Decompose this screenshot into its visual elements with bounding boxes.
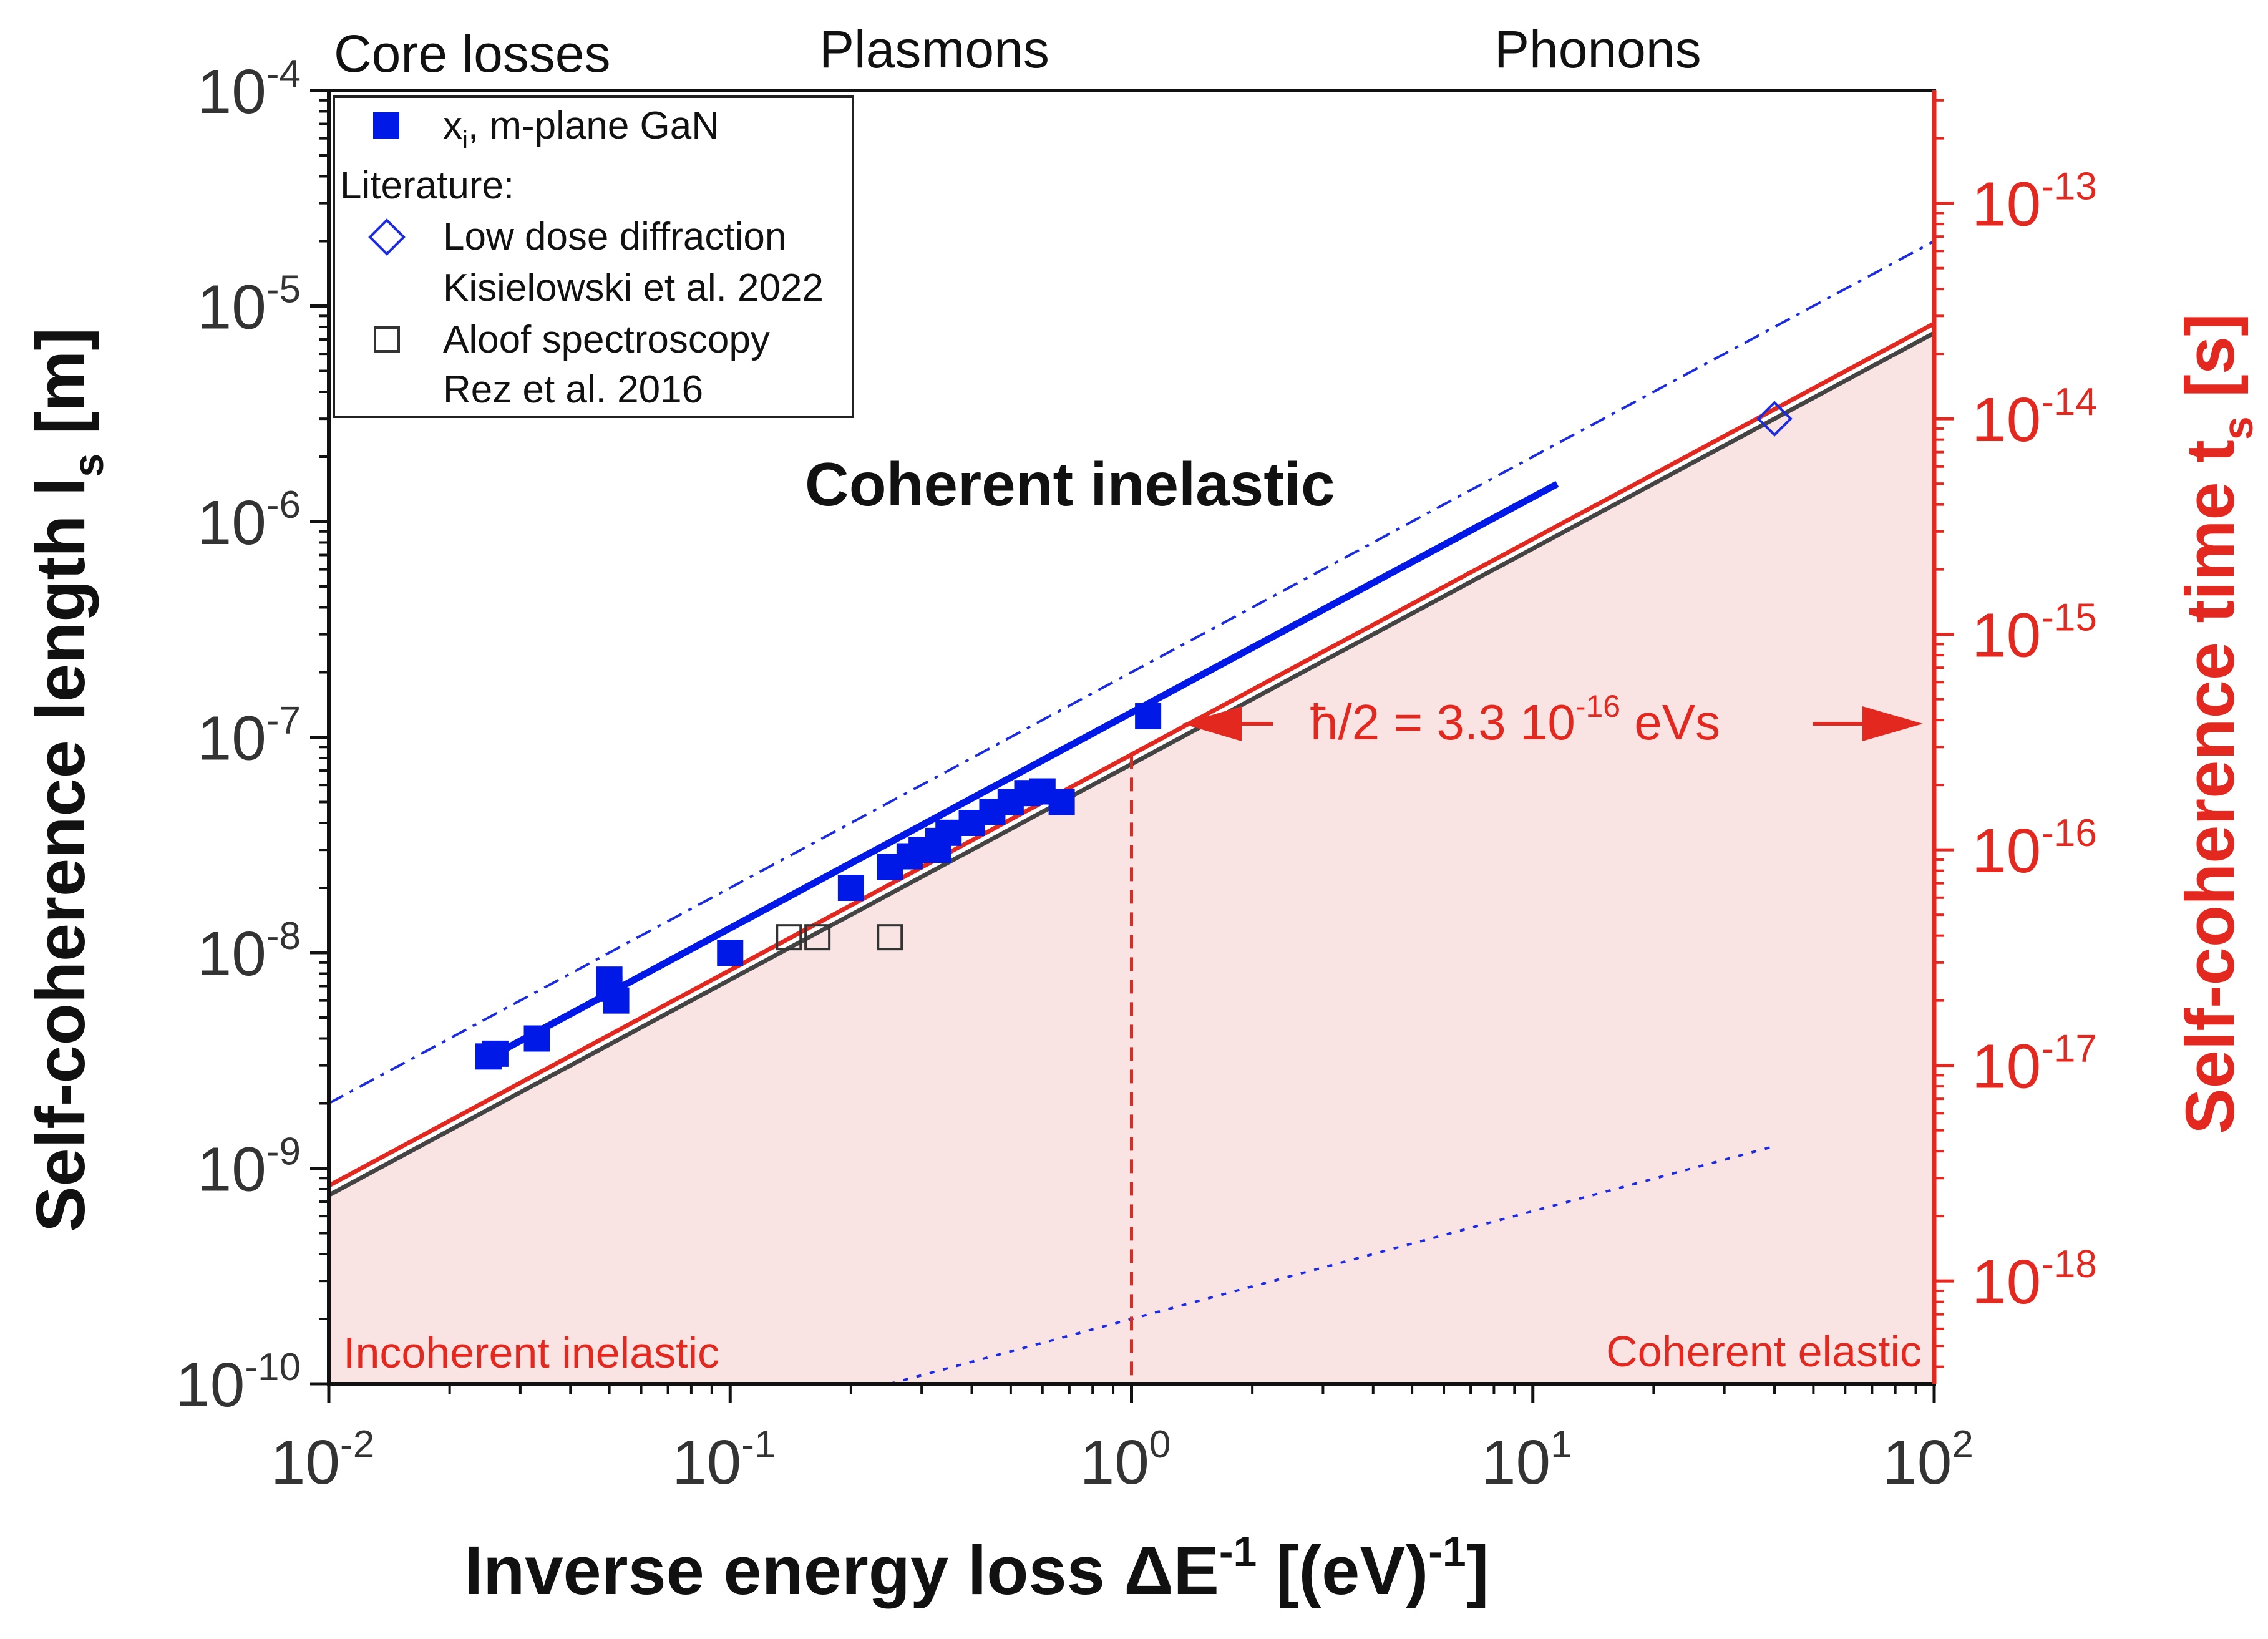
region-label-plasmons: Plasmons — [819, 20, 1049, 79]
data-point-gan-13 — [925, 837, 951, 863]
y-left-tick-label: 10-5 — [197, 268, 301, 343]
y-right-tick-label: 10-14 — [1972, 381, 2097, 455]
data-point-gan-1 — [482, 1040, 509, 1067]
data-point-gan-2 — [523, 1025, 550, 1052]
data-point-aloof-0 — [776, 924, 802, 951]
region-label-phonons: Phonons — [1494, 20, 1701, 79]
x-tick-label: 10-2 — [271, 1423, 374, 1497]
legend-label-kisielowski: Kisielowski et al. 2022 — [443, 266, 824, 309]
y-axis-title-right: Self-coherence time ts [s] — [2172, 313, 2262, 1134]
data-point-diffraction-0 — [1756, 401, 1793, 437]
data-point-gan-20 — [1135, 703, 1162, 730]
points-layer — [475, 401, 1793, 1070]
y-right-tick-label: 10-18 — [1972, 1243, 2097, 1317]
y-axis-title-left: Self-coherence length ls [m] — [22, 328, 112, 1232]
label-incoherent-inelastic: Incoherent inelastic — [343, 1328, 719, 1377]
line-fit-blue — [487, 480, 1559, 1061]
line-uncertainty-red — [328, 321, 1935, 1188]
y-right-tick-label: 10-17 — [1972, 1028, 2097, 1102]
plot-area — [327, 89, 1937, 1386]
data-point-aloof-2 — [877, 924, 903, 951]
y-left-tick-label: 10-9 — [197, 1131, 301, 1205]
line-upper-dashdot — [328, 240, 1935, 1105]
legend-marker-filled-square — [373, 112, 399, 139]
annotation-coherent-inelastic: Coherent inelastic — [805, 450, 1335, 518]
hbar-arrow-right — [1862, 706, 1923, 741]
x-tick-label: 101 — [1481, 1423, 1572, 1497]
data-point-gan-19 — [1048, 789, 1075, 815]
legend-box — [333, 95, 854, 418]
legend-marker-open-square — [374, 326, 400, 353]
line-lower-dotted — [889, 1145, 1775, 1385]
x-tick-label: 100 — [1080, 1423, 1171, 1497]
hbar-arrow-left — [1182, 706, 1242, 741]
hbar-annotation: ħ/2 = 3.3 10-16 eVs — [1182, 689, 1923, 750]
hbar-annotation-text: ħ/2 = 3.3 10-16 eVs — [1310, 689, 1720, 750]
data-point-gan-7 — [837, 874, 864, 901]
ticks-layer: 10-2 10-1 100 101 102 10-4 10-5 10-6 10-7 10-8 10-… — [175, 52, 2097, 1497]
x-tick-label: 10-1 — [672, 1423, 776, 1497]
data-point-gan-6 — [717, 940, 744, 966]
y-left-tick-label: 10-8 — [197, 915, 301, 989]
label-coherent-elastic: Coherent elastic — [1606, 1327, 1922, 1376]
data-point-aloof-1 — [804, 924, 831, 951]
legend: xi, m-plane GaN Literature: Low dose dif… — [333, 95, 854, 418]
region-label-core-losses: Core losses — [334, 24, 611, 83]
y-right-tick-label: 10-15 — [1972, 596, 2097, 671]
legend-label-rez: Rez et al. 2016 — [443, 368, 703, 411]
x-axis-title: Inverse energy loss ΔE-1 [(eV)-1] — [464, 1528, 1489, 1609]
y-right-tick-label: 10-13 — [1972, 165, 2097, 240]
legend-label-low-dose: Low dose diffraction — [443, 215, 786, 258]
y-left-tick-label: 10-10 — [175, 1346, 301, 1420]
data-point-gan-5 — [603, 987, 630, 1014]
legend-label-literature: Literature: — [340, 164, 514, 207]
legend-label-xi: xi, m-plane GaN — [443, 104, 719, 154]
x-tick-label: 102 — [1882, 1423, 1974, 1497]
y-left-tick-label: 10-4 — [197, 52, 301, 127]
y-left-tick-label: 10-7 — [197, 699, 301, 774]
legend-marker-open-diamond — [368, 218, 406, 256]
legend-label-aloof: Aloof spectroscopy — [443, 318, 770, 361]
y-left-tick-label: 10-6 — [197, 484, 301, 558]
y-right-tick-label: 10-16 — [1972, 812, 2097, 886]
